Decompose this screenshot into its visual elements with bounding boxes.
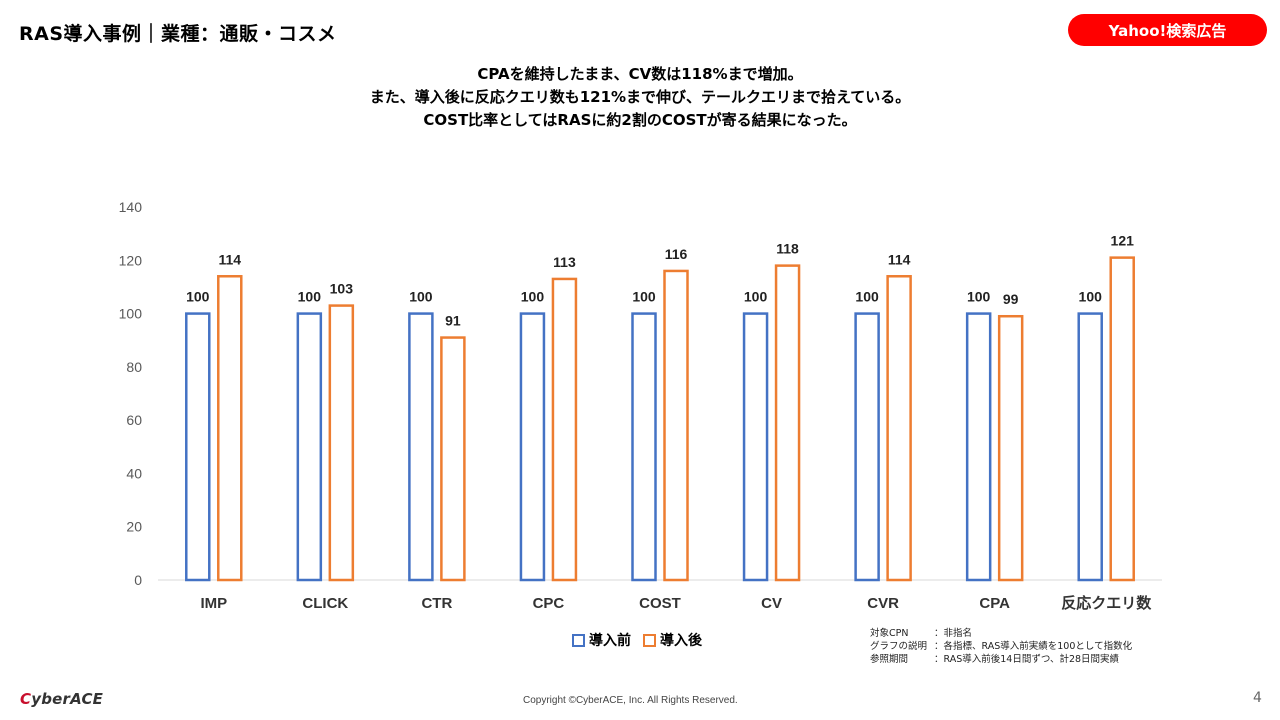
bar [965, 312, 992, 582]
yahoo-search-ads-badge: Yahoo!検索広告 [1068, 14, 1267, 46]
x-tick-label: CV [761, 595, 782, 612]
bar [854, 312, 880, 582]
data-label: 100 [409, 289, 433, 305]
legend-entry-after: 導入後 [643, 630, 702, 650]
data-label: 118 [776, 241, 799, 257]
bar [408, 312, 434, 582]
y-tick-label: 40 [126, 465, 142, 481]
note-key: グラフの説明 [870, 641, 928, 652]
x-tick-label: CVR [867, 595, 899, 612]
y-tick-label: 60 [126, 412, 142, 428]
summary-line-2: また、導入後に反応クエリ数も121%まで伸び、テールクエリまで拾えている。 [369, 88, 911, 106]
bar [742, 312, 769, 582]
y-tick-label: 0 [134, 572, 142, 588]
bar [663, 269, 689, 582]
legend-label-after: 導入後 [660, 633, 702, 649]
x-tick-label: CPC [533, 595, 565, 612]
x-tick-label: CPA [979, 595, 1010, 612]
data-label: 121 [1111, 233, 1135, 249]
data-label: 100 [298, 289, 322, 305]
bar [328, 304, 355, 582]
legend-label-before: 導入前 [589, 633, 631, 649]
data-label: 100 [967, 289, 991, 305]
note-value: ：RAS導入前後14日間ずつ、計28日間実績 [934, 654, 1120, 665]
bar [997, 314, 1024, 582]
note-key: 参照期間 [870, 654, 909, 665]
x-tick-label: 反応クエリ数 [1061, 594, 1152, 612]
bar [1109, 256, 1135, 582]
chart-legend: 導入前 導入後 [572, 630, 714, 650]
bar-chart: 0 20 40 60 80 100 120 140 100 114 IMP 100 103 CLICK 10… [119, 199, 1162, 612]
summary-text: CPAを維持したまま、CV数は118%まで増加。 また、導入後に反応クエリ数も1… [240, 63, 1040, 132]
logo-initial: C [20, 690, 32, 708]
bar [440, 336, 466, 582]
bar [217, 275, 243, 582]
bar [296, 312, 323, 582]
bar [774, 264, 801, 582]
page-number: 4 [1253, 690, 1262, 706]
bar [519, 312, 546, 582]
note-value: ：各指標、RAS導入前実績を100として指数化 [934, 641, 1133, 652]
y-tick-label: 80 [126, 359, 142, 375]
x-tick-label: CTR [421, 595, 452, 612]
x-tick-label: CLICK [302, 595, 348, 612]
y-tick-label: 100 [119, 306, 143, 322]
legend-swatch-before [572, 633, 585, 647]
data-label: 91 [445, 313, 461, 329]
data-label: 100 [521, 289, 545, 305]
summary-line-1: CPAを維持したまま、CV数は118%まで増加。 [477, 65, 803, 83]
data-label: 114 [888, 251, 911, 267]
note-row: 参照期間 ：RAS導入前後14日間ずつ、計28日間実績 [870, 653, 1132, 666]
data-label: 116 [665, 246, 688, 262]
cyberace-logo: CyberACE [20, 690, 103, 708]
data-label: 100 [744, 289, 768, 305]
x-tick-label: IMP [200, 595, 227, 612]
legend-entry-before: 導入前 [572, 630, 631, 650]
data-label: 114 [218, 251, 241, 267]
bar [551, 277, 578, 582]
bar [185, 312, 211, 582]
chart-notes: 対象CPN ：非指名 グラフの説明 ：各指標、RAS導入前実績を100として指数… [870, 627, 1132, 666]
data-label: 100 [1079, 289, 1103, 305]
data-label: 100 [632, 289, 656, 305]
bar [1077, 312, 1103, 582]
data-label: 100 [855, 289, 879, 305]
logo-rest: yberACE [31, 690, 104, 708]
y-tick-label: 20 [126, 519, 142, 535]
note-row: グラフの説明 ：各指標、RAS導入前実績を100として指数化 [870, 640, 1132, 653]
summary-line-3: COST比率としてはRASに約2割のCOSTが寄る結果になった。 [423, 111, 857, 129]
legend-swatch-after [643, 633, 656, 647]
note-row: 対象CPN ：非指名 [870, 627, 1132, 640]
x-tick-label: COST [639, 595, 681, 612]
bar [631, 312, 657, 582]
data-label: 99 [1003, 291, 1019, 307]
page-title: RAS導入事例｜業種：通販・コスメ [19, 23, 337, 45]
note-value: ：非指名 [934, 628, 973, 639]
data-label: 103 [330, 281, 354, 297]
y-tick-label: 140 [119, 199, 143, 215]
data-label: 113 [553, 254, 576, 270]
bar [886, 275, 912, 582]
y-tick-label: 120 [119, 252, 143, 268]
data-label: 100 [186, 289, 210, 305]
copyright-text: Copyright ©CyberACE, Inc. All Rights Res… [523, 695, 738, 706]
note-key: 対象CPN [870, 628, 909, 639]
